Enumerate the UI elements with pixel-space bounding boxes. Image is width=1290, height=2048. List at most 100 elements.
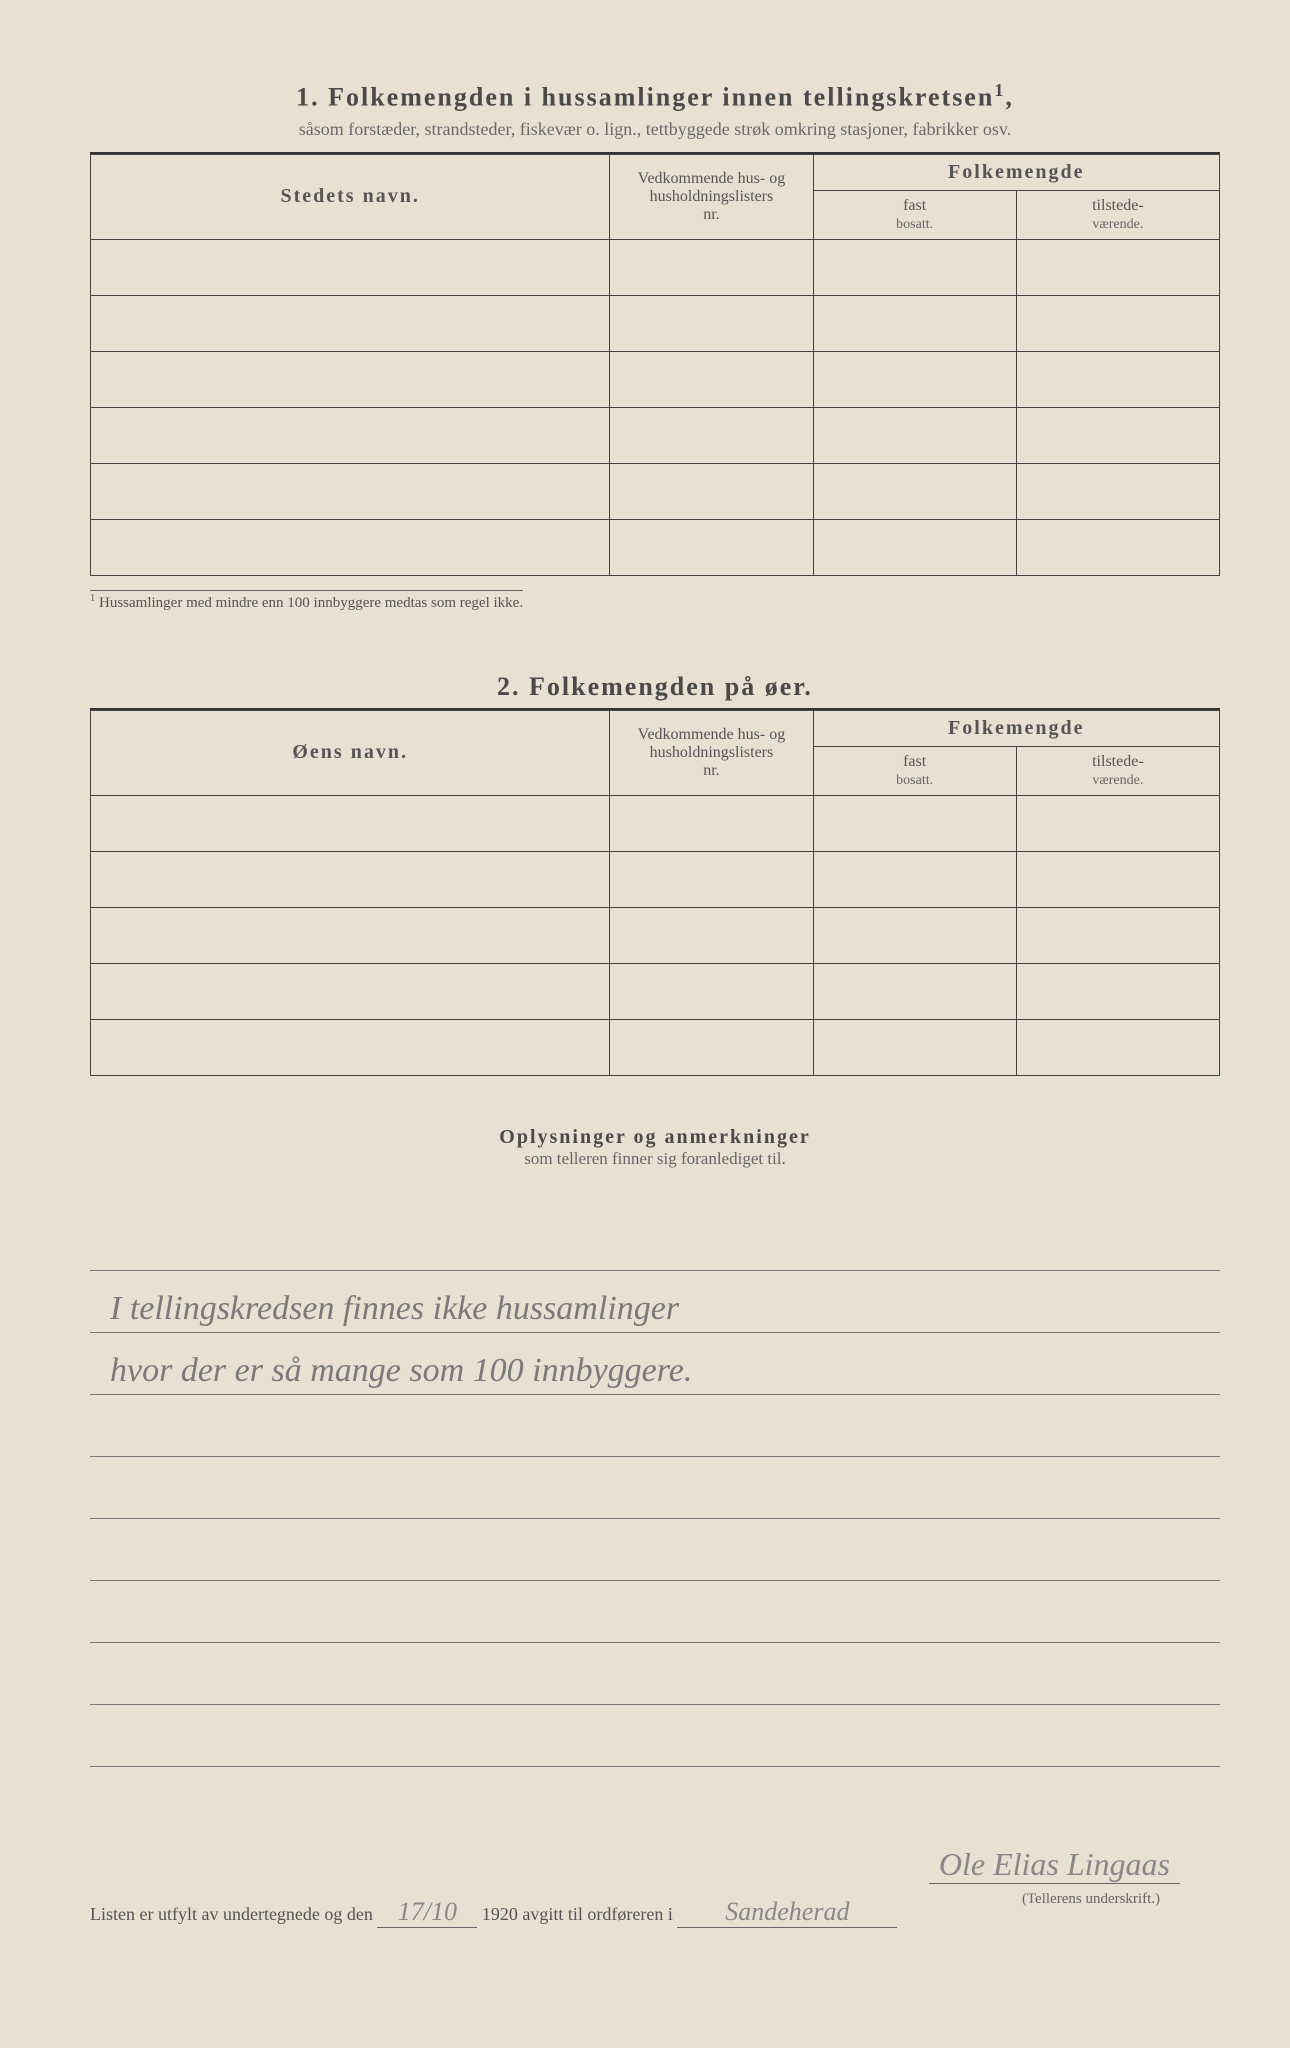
s2-nr-l2: husholdningslisters <box>650 744 774 761</box>
note-line <box>90 1209 1220 1271</box>
table-cell <box>610 407 813 463</box>
table-cell <box>1016 295 1219 351</box>
col-nr-l3: nr. <box>703 206 719 223</box>
table-row <box>91 795 1220 851</box>
footnote-marker: 1 <box>90 593 95 604</box>
note-line <box>90 1457 1220 1519</box>
table-cell <box>610 963 813 1019</box>
s2-col-til: tilstede- værende. <box>1016 746 1219 795</box>
s2-nr-l1: Vedkommende hus- og <box>638 726 786 743</box>
footnote-text: Hussamlinger med mindre enn 100 innbygge… <box>99 595 523 611</box>
note-line <box>90 1643 1220 1705</box>
table-row <box>91 295 1220 351</box>
section2-table: Øens navn. Vedkommende hus- og husholdni… <box>90 710 1220 1076</box>
signature-label: (Tellerens underskrift.) <box>1022 1891 1160 1908</box>
table-row <box>91 1019 1220 1075</box>
table-row <box>91 463 1220 519</box>
table-cell <box>1016 239 1219 295</box>
note-line <box>90 1395 1220 1457</box>
table-cell <box>813 463 1016 519</box>
table-row <box>91 351 1220 407</box>
note-line <box>90 1519 1220 1581</box>
table-cell <box>813 407 1016 463</box>
table-cell <box>91 463 610 519</box>
table-cell <box>610 1019 813 1075</box>
section1-sup: 1 <box>994 80 1005 100</box>
col-nr-l1: Vedkommende hus- og <box>638 170 786 187</box>
handwriting-line2: hvor der er så mange som 100 innbyggere. <box>110 1352 692 1390</box>
s2-fast-2: bosatt. <box>896 773 933 788</box>
col-folkemengde: Folkemengde <box>813 154 1219 190</box>
table-cell <box>610 795 813 851</box>
section2-title: 2. Folkemengden på øer. <box>90 672 1220 702</box>
table-cell <box>91 407 610 463</box>
notes-heading: Oplysninger og anmerkninger <box>90 1126 1220 1149</box>
table-cell <box>813 963 1016 1019</box>
s2-col-nr: Vedkommende hus- og husholdningslisters … <box>610 710 813 795</box>
footer-prefix: Listen er utfylt av undertegnede og den <box>90 1904 373 1924</box>
notes-header: Oplysninger og anmerkninger som telleren… <box>90 1126 1220 1169</box>
section1-subtitle: såsom forstæder, strandsteder, fiskevær … <box>90 119 1220 140</box>
table-cell <box>1016 963 1219 1019</box>
table-cell <box>813 851 1016 907</box>
section1-number: 1. <box>296 83 320 112</box>
col-tilstede: tilstede- værende. <box>1016 190 1219 239</box>
table-row <box>91 851 1220 907</box>
section2-title-text: Folkemengden på øer. <box>529 672 813 701</box>
footer-date: 17/10 <box>377 1897 477 1928</box>
note-line <box>90 1705 1220 1767</box>
notes-lines: I tellingskredsen finnes ikke hussamling… <box>90 1209 1220 1767</box>
col-nr-l2: husholdningslisters <box>650 188 774 205</box>
table-cell <box>610 851 813 907</box>
table-cell <box>610 351 813 407</box>
table-cell <box>1016 519 1219 575</box>
s2-til-2: værende. <box>1092 773 1143 788</box>
section1-table: Stedets navn. Vedkommende hus- og hushol… <box>90 154 1220 576</box>
table-cell <box>610 907 813 963</box>
table-cell <box>813 351 1016 407</box>
section-1: 1. Folkemengden i hussamlinger innen tel… <box>90 80 1220 612</box>
table-cell <box>813 295 1016 351</box>
section2-number: 2. <box>497 672 521 701</box>
s2-col-fast: fast bosatt. <box>813 746 1016 795</box>
footer-mid: avgitt til ordføreren i <box>522 1904 672 1924</box>
signature: Ole Elias Lingaas <box>929 1846 1180 1884</box>
note-line <box>90 1581 1220 1643</box>
s2-col-name: Øens navn. <box>91 710 610 795</box>
table-cell <box>813 1019 1016 1075</box>
col-fast-2: bosatt. <box>896 217 933 232</box>
col-fast: fast bosatt. <box>813 190 1016 239</box>
section1-footnote: 1 Hussamlinger med mindre enn 100 innbyg… <box>90 590 523 612</box>
table-cell <box>91 963 610 1019</box>
table-cell <box>1016 795 1219 851</box>
table-cell <box>91 239 610 295</box>
table-cell <box>610 463 813 519</box>
table-cell <box>1016 851 1219 907</box>
notes-sub: som telleren finner sig foranlediget til… <box>90 1149 1220 1169</box>
table-cell <box>91 795 610 851</box>
section1-title: 1. Folkemengden i hussamlinger innen tel… <box>90 80 1220 113</box>
table-cell <box>1016 407 1219 463</box>
table-row <box>91 907 1220 963</box>
table-cell <box>91 295 610 351</box>
table-cell <box>91 351 610 407</box>
section-2: 2. Folkemengden på øer. Øens navn. Vedko… <box>90 672 1220 1076</box>
table-row <box>91 239 1220 295</box>
table-cell <box>1016 351 1219 407</box>
table-cell <box>1016 1019 1219 1075</box>
note-line: I tellingskredsen finnes ikke hussamling… <box>90 1271 1220 1333</box>
footer-place: Sandeherad <box>677 1897 897 1928</box>
footer: Listen er utfylt av undertegnede og den … <box>90 1897 1220 1928</box>
footer-year: 1920 <box>482 1904 518 1924</box>
table-cell <box>610 239 813 295</box>
table-cell <box>610 519 813 575</box>
col-til-2: værende. <box>1092 217 1143 232</box>
s2-fast-1: fast <box>903 753 926 770</box>
table-cell <box>91 851 610 907</box>
table-cell <box>91 907 610 963</box>
table-cell <box>813 907 1016 963</box>
s2-col-pop: Folkemengde <box>813 710 1219 746</box>
col-nr: Vedkommende hus- og husholdningslisters … <box>610 154 813 239</box>
s2-nr-l3: nr. <box>703 762 719 779</box>
col-til-1: tilstede- <box>1092 197 1144 214</box>
